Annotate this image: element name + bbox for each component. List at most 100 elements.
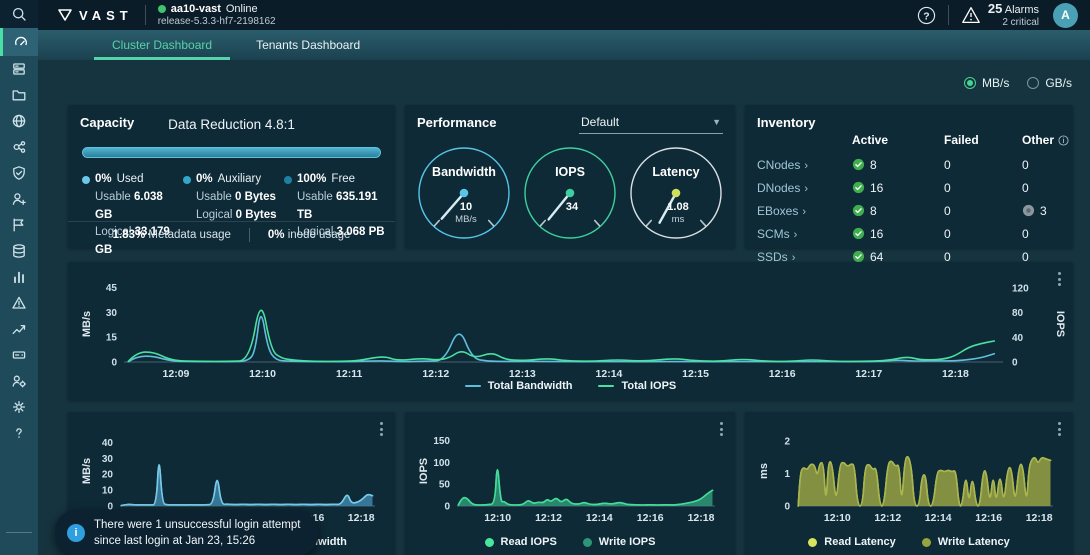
chevron-right-icon: › — [802, 205, 807, 218]
sidebar-item-help[interactable] — [0, 420, 38, 446]
svg-text:10: 10 — [460, 201, 472, 213]
inode-usage-value: 0% — [267, 229, 285, 241]
svg-text:20: 20 — [102, 470, 114, 481]
legend-label: Total Bandwidth — [487, 380, 573, 392]
legend-item-write-iops[interactable]: Write IOPS — [582, 536, 655, 548]
sidebar-item-bar-chart[interactable] — [0, 264, 38, 290]
inventory-link-dnodes[interactable]: DNodes › — [757, 180, 809, 195]
globe-icon — [12, 114, 26, 128]
legend-label: Write Latency — [937, 536, 1010, 548]
sidebar-item-user-gear[interactable] — [0, 368, 38, 394]
avatar[interactable]: A — [1053, 2, 1078, 28]
sidebar-item-services[interactable] — [0, 134, 38, 160]
performance-title: Performance — [417, 115, 497, 130]
bandwidth-chart-menu-button[interactable] — [378, 420, 385, 438]
iops-chart-menu-button[interactable] — [718, 420, 725, 438]
svg-text:12:18: 12:18 — [942, 368, 969, 380]
inode-usage-label: inode usage — [287, 229, 351, 241]
svg-text:40: 40 — [1012, 333, 1024, 344]
search-icon — [12, 7, 26, 21]
capacity-footer: 1.83% Metadata usage 0% inode usage — [68, 221, 395, 248]
radio-mbs[interactable]: MB/s — [963, 76, 1010, 90]
alarms-critical: 2 critical — [1002, 16, 1039, 28]
data-reduction: Data Reduction 4.8:1 — [168, 117, 295, 132]
alarms-label: Alarms — [1004, 4, 1039, 17]
latency-chart-legend: Read Latency Write Latency — [745, 536, 1073, 548]
svg-text:30: 30 — [102, 454, 114, 465]
iops-chart: 0 50 100 150 IOPS 12:10 12:12 12:14 12:16 12:18 — [413, 414, 727, 555]
svg-text:Latency: Latency — [652, 165, 699, 179]
svg-text:12:15: 12:15 — [682, 368, 709, 380]
svg-text:30: 30 — [106, 308, 118, 319]
legend-item-read-iops[interactable]: Read IOPS — [484, 536, 557, 548]
inventory-other-eboxes: 3 — [1022, 199, 1065, 222]
sidebar-item-rack[interactable] — [0, 56, 38, 82]
chevron-right-icon: › — [804, 159, 809, 172]
sidebar-item-appliance[interactable] — [0, 342, 38, 368]
sidebar-item-folder[interactable] — [0, 82, 38, 108]
sidebar-item-alert-triangle[interactable] — [0, 290, 38, 316]
inventory-active-eboxes: 8 — [852, 199, 944, 222]
tab-cluster-dashboard[interactable]: Cluster Dashboard — [90, 30, 234, 60]
sidebar-item-dashboard[interactable] — [0, 28, 38, 56]
radio-gbs[interactable]: GB/s — [1027, 76, 1072, 90]
preset-value: Default — [581, 115, 620, 129]
check-circle-icon — [852, 250, 865, 263]
release-version: release-5.3.3-hf7-2198162 — [157, 15, 276, 27]
sidebar-item-database[interactable] — [0, 238, 38, 264]
alarms-count: 25 — [987, 1, 1003, 17]
legend-item-read-latency[interactable]: Read Latency — [808, 536, 896, 548]
performance-preset-select[interactable]: Default ▼ — [579, 113, 723, 134]
user-gear-icon — [12, 375, 27, 388]
svg-text:12:09: 12:09 — [163, 368, 190, 380]
svg-text:12:16: 12:16 — [769, 368, 796, 380]
sidebar-item-trend[interactable] — [0, 316, 38, 342]
gauge-bandwidth: Bandwidth 10 MB/s — [416, 145, 512, 241]
sidebar-item-flag[interactable] — [0, 212, 38, 238]
legend-dot — [183, 175, 191, 184]
inactive-circle-icon — [1022, 204, 1035, 217]
sidebar-item-shield[interactable] — [0, 160, 38, 186]
svg-text:12:10: 12:10 — [249, 368, 276, 380]
cluster-name: aa10-vast — [170, 2, 221, 15]
user-add-icon — [12, 193, 26, 206]
legend-swatch — [484, 537, 494, 547]
radio-mbs-control — [963, 77, 976, 89]
svg-text:12:14: 12:14 — [586, 512, 613, 524]
metadata-usage-label: Metadata usage — [148, 229, 231, 241]
sidebar-item-globe[interactable] — [0, 108, 38, 134]
inventory-link-ssds[interactable]: SSDs › — [757, 249, 796, 264]
tab-tenants-dashboard[interactable]: Tenants Dashboard — [256, 38, 361, 52]
legend-item-total-bandwidth[interactable]: Total Bandwidth — [464, 380, 573, 392]
inventory-link-scms[interactable]: SCMs › — [757, 226, 798, 241]
performance-panel: Performance Default ▼ Bandwidth 10 MB/s IOP… — [405, 105, 735, 248]
toast-line-2: since last login at Jan 23, 15:26 — [94, 535, 256, 548]
latency-chart-menu-button[interactable] — [1056, 420, 1063, 438]
help-button[interactable]: ? — [917, 6, 936, 25]
chart-menu-button[interactable] — [1056, 270, 1063, 288]
inventory-active-cnodes: 8 — [852, 153, 944, 176]
legend-item-total-iops[interactable]: Total IOPS — [598, 380, 676, 392]
radio-mbs-label: MB/s — [981, 76, 1010, 90]
svg-text:Bandwidth: Bandwidth — [432, 165, 496, 179]
alert-triangle-icon — [12, 296, 26, 309]
legend-swatch — [921, 537, 931, 547]
sidebar-item-gear[interactable] — [0, 394, 38, 420]
inventory-link-eboxes[interactable]: EBoxes › — [757, 203, 807, 218]
sidebar-item-user-add[interactable] — [0, 186, 38, 212]
legend-item-write-latency[interactable]: Write Latency — [921, 536, 1010, 548]
latency-chart: 0 1 2 ms 12:10 12:12 12:14 12:16 12:18 — [753, 414, 1065, 555]
legend-label: Total IOPS — [621, 380, 677, 392]
chevron-right-icon: › — [804, 182, 809, 195]
alarms-button[interactable]: 25 Alarms 2 critical — [961, 1, 1039, 28]
vast-logo[interactable]: VAST — [58, 8, 133, 23]
appliance-icon — [12, 351, 26, 359]
svg-text:MB/s: MB/s — [81, 458, 93, 484]
inventory-link-cnodes[interactable]: CNodes › — [757, 157, 809, 172]
folder-icon — [12, 90, 26, 101]
shield-icon — [13, 166, 25, 180]
sidebar-item-search[interactable] — [0, 0, 38, 28]
inventory-col-other: Other — [1022, 133, 1055, 147]
unit-toggle: MB/s GB/s — [963, 76, 1072, 90]
